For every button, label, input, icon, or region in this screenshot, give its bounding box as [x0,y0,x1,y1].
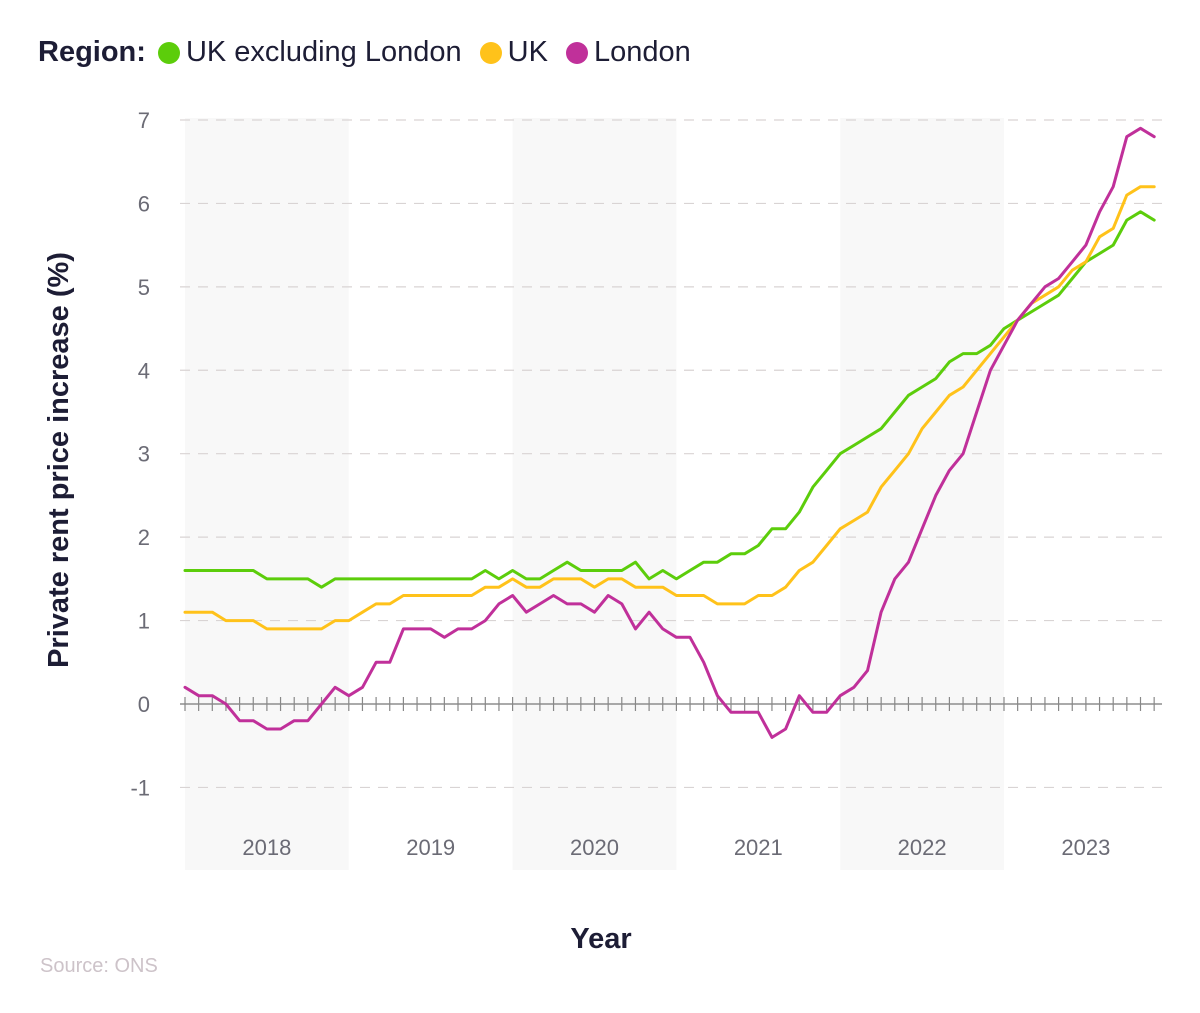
legend-label: London [593,36,691,68]
y-tick-label: 1 [138,609,150,634]
legend-item-uk[interactable]: UK [479,36,548,69]
year-band [185,118,349,870]
legend-item-uk-excluding-london[interactable]: UK excluding London [157,36,462,69]
series-line-london [183,126,1156,739]
source-note: Source: ONS [40,955,158,977]
x-tick-label: 2018 [242,835,291,860]
legend-item-london[interactable]: London [565,36,691,69]
legend-dot-icon [479,41,502,64]
year-band [840,118,1004,870]
year-band [512,118,677,870]
x-axis-label: Year [570,923,631,955]
legend-label: UK [507,36,548,68]
x-tick-label: 2019 [406,835,455,860]
y-tick-label: 6 [138,191,150,216]
y-tick-label: 2 [138,525,150,550]
legend-title: Region: [38,36,146,68]
legend: Region: UK excluding London UK London [38,36,709,69]
y-tick-label: 3 [138,442,150,467]
legend-label: UK excluding London [185,36,462,68]
legend-dot-icon [565,41,588,64]
series-line-uk [183,185,1156,631]
y-tick-label: -1 [130,775,150,800]
y-tick-label: 0 [138,692,150,717]
x-tick-label: 2021 [734,835,783,860]
series-line-uk-excluding-london [183,210,1156,589]
x-tick-label: 2023 [1061,835,1110,860]
y-tick-label: 4 [138,358,150,383]
legend-dot-icon [157,41,180,64]
y-tick-label: 5 [138,275,150,300]
x-tick-label: 2022 [898,835,947,860]
y-tick-label: 7 [138,108,150,133]
y-axis-label: Private rent price increase (%) [43,252,75,668]
x-tick-label: 2020 [570,835,619,860]
